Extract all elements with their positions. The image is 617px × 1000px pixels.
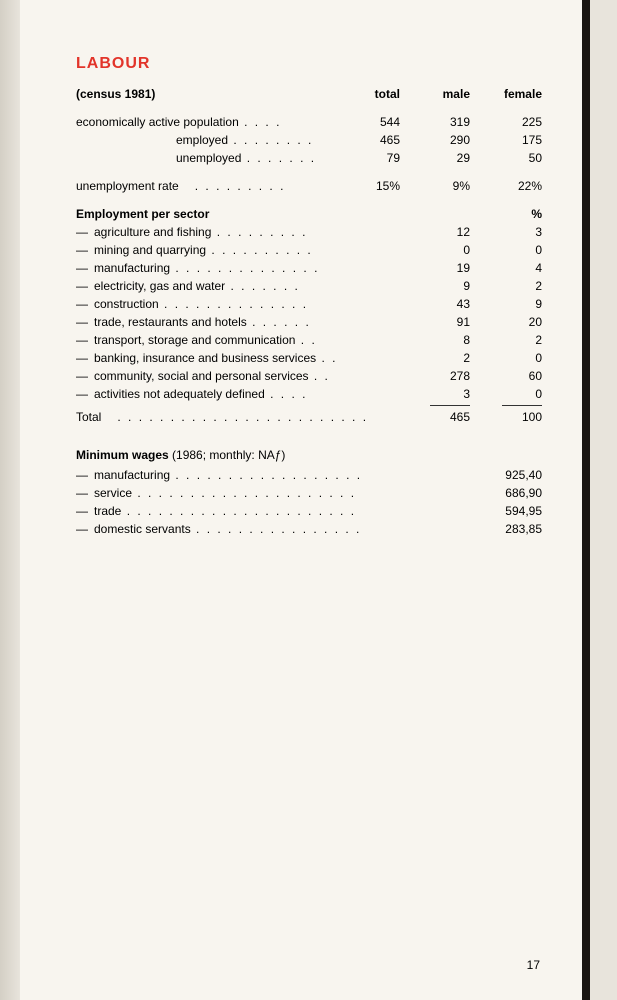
sector-val: 3 bbox=[400, 385, 470, 403]
sector-pct: 0 bbox=[470, 241, 542, 259]
sector-val: 91 bbox=[400, 313, 470, 331]
wage-val: 925,40 bbox=[470, 466, 542, 484]
document-page: LABOUR (census 1981) total male female e… bbox=[20, 0, 590, 1000]
cell-total: 465 bbox=[335, 131, 400, 149]
cell-female: 22% bbox=[470, 177, 542, 195]
total-row: Total . . . . . . . . . . . . . . . . . … bbox=[76, 408, 542, 426]
table-row: employed . . . . . . . . 465 290 175 bbox=[76, 131, 542, 149]
sector-pct: 2 bbox=[470, 331, 542, 349]
sector-pct: 0 bbox=[470, 385, 542, 403]
sector-label: construction bbox=[94, 297, 159, 311]
wage-row: —manufacturing . . . . . . . . . . . . .… bbox=[76, 466, 542, 484]
sector-row: —banking, insurance and business service… bbox=[76, 349, 542, 367]
sector-header-row: Employment per sector % bbox=[76, 205, 542, 223]
total-label: Total bbox=[76, 410, 101, 424]
cell-female: 175 bbox=[470, 131, 542, 149]
cell-male: 29 bbox=[400, 149, 470, 167]
sector-row: —agriculture and fishing . . . . . . . .… bbox=[76, 223, 542, 241]
sector-val: 43 bbox=[400, 295, 470, 313]
wage-label: trade bbox=[94, 504, 121, 518]
cell-female: 225 bbox=[470, 113, 542, 131]
wage-label: service bbox=[94, 486, 132, 500]
cell-total: 79 bbox=[335, 149, 400, 167]
sector-row: —transport, storage and communication . … bbox=[76, 331, 542, 349]
sector-label: agriculture and fishing bbox=[94, 225, 211, 239]
wage-val: 283,85 bbox=[470, 520, 542, 538]
sector-val: 9 bbox=[400, 277, 470, 295]
header-male: male bbox=[400, 85, 470, 103]
sector-pct: 2 bbox=[470, 277, 542, 295]
sector-val: 12 bbox=[400, 223, 470, 241]
row-label: unemployment rate bbox=[76, 179, 179, 193]
sector-row: —electricity, gas and water . . . . . . … bbox=[76, 277, 542, 295]
row-label: unemployed bbox=[176, 151, 241, 165]
total-pct: 100 bbox=[470, 408, 542, 426]
sector-row: —mining and quarrying . . . . . . . . . … bbox=[76, 241, 542, 259]
sector-row: —manufacturing . . . . . . . . . . . . .… bbox=[76, 259, 542, 277]
section-title-labour: LABOUR bbox=[76, 55, 542, 73]
sector-label: activities not adequately defined bbox=[94, 387, 265, 401]
sector-pct: 60 bbox=[470, 367, 542, 385]
wages-title: Minimum wages (1986; monthly: NAƒ) bbox=[76, 448, 542, 462]
cell-total: 544 bbox=[335, 113, 400, 131]
sector-label: manufacturing bbox=[94, 261, 170, 275]
total-val: 465 bbox=[400, 408, 470, 426]
sector-row: —community, social and personal services… bbox=[76, 367, 542, 385]
sector-pct: 20 bbox=[470, 313, 542, 331]
wage-label: domestic servants bbox=[94, 522, 191, 536]
sector-pct: 0 bbox=[470, 349, 542, 367]
sector-row: —construction . . . . . . . . . . . . . … bbox=[76, 295, 542, 313]
wage-row: —domestic servants . . . . . . . . . . .… bbox=[76, 520, 542, 538]
cell-male: 9% bbox=[400, 177, 470, 195]
wage-val: 594,95 bbox=[470, 502, 542, 520]
header-female: female bbox=[470, 85, 542, 103]
header-total: total bbox=[335, 85, 400, 103]
sector-row: —trade, restaurants and hotels . . . . .… bbox=[76, 313, 542, 331]
sector-pct: 3 bbox=[470, 223, 542, 241]
sector-label: trade, restaurants and hotels bbox=[94, 315, 247, 329]
table-row: unemployment rate . . . . . . . . . 15% … bbox=[76, 177, 542, 195]
sector-label: community, social and personal services bbox=[94, 369, 309, 383]
row-label: economically active population bbox=[76, 115, 239, 129]
row-label: employed bbox=[176, 133, 228, 147]
sector-val: 8 bbox=[400, 331, 470, 349]
cell-female: 50 bbox=[470, 149, 542, 167]
sector-row: —activities not adequately defined . . .… bbox=[76, 385, 542, 403]
sector-label: banking, insurance and business services bbox=[94, 351, 316, 365]
sector-label: electricity, gas and water bbox=[94, 279, 225, 293]
wage-val: 686,90 bbox=[470, 484, 542, 502]
cell-total: 15% bbox=[335, 177, 400, 195]
page-number: 17 bbox=[527, 958, 540, 972]
pct-header: % bbox=[470, 205, 542, 223]
sector-val: 278 bbox=[400, 367, 470, 385]
sector-label: transport, storage and communication bbox=[94, 333, 295, 347]
sector-pct: 9 bbox=[470, 295, 542, 313]
cell-male: 319 bbox=[400, 113, 470, 131]
sector-val: 19 bbox=[400, 259, 470, 277]
sector-pct: 4 bbox=[470, 259, 542, 277]
table-row: economically active population . . . . 5… bbox=[76, 113, 542, 131]
cell-male: 290 bbox=[400, 131, 470, 149]
wage-label: manufacturing bbox=[94, 468, 170, 482]
table-row: unemployed . . . . . . . 79 29 50 bbox=[76, 149, 542, 167]
sector-label: mining and quarrying bbox=[94, 243, 206, 257]
census-label: (census 1981) bbox=[76, 85, 335, 103]
wage-row: —service . . . . . . . . . . . . . . . .… bbox=[76, 484, 542, 502]
sector-val: 2 bbox=[400, 349, 470, 367]
sector-title: Employment per sector bbox=[76, 205, 400, 223]
wage-row: —trade . . . . . . . . . . . . . . . . .… bbox=[76, 502, 542, 520]
sector-val: 0 bbox=[400, 241, 470, 259]
table-header-row: (census 1981) total male female bbox=[76, 85, 542, 103]
